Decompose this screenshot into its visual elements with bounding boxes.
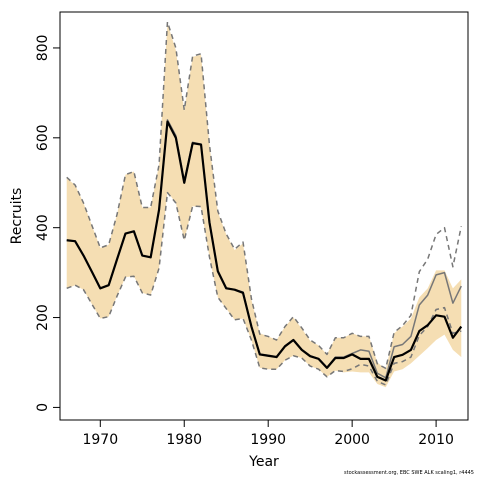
lower-bound-dashed-line [66, 191, 462, 386]
series-lines-layer [66, 21, 463, 386]
y-axis: 0 200 400 600 800 [35, 35, 60, 412]
confidence-band [66, 23, 462, 388]
footnote: stockassessment.org, EBC SWE ALK scaling… [344, 470, 474, 476]
y-axis-title: Recruits [9, 188, 25, 245]
y-tick-label: 0 [35, 403, 51, 412]
y-tick-label: 200 [35, 304, 51, 331]
x-tick-label: 1990 [250, 432, 286, 448]
y-tick-label: 400 [35, 214, 51, 241]
x-tick-label: 1980 [166, 432, 202, 448]
y-tick-label: 800 [35, 35, 51, 62]
x-axis: 1970 1980 1990 2000 2010 [82, 420, 454, 448]
confidence-band-layer [66, 23, 462, 388]
x-tick-label: 1970 [82, 432, 118, 448]
x-axis-title: Year [248, 454, 279, 470]
x-tick-label: 2010 [418, 432, 454, 448]
x-tick-label: 2000 [334, 432, 370, 448]
plot-frame [59, 11, 469, 421]
estimate-line [66, 120, 463, 382]
y-tick-label: 600 [35, 124, 51, 151]
